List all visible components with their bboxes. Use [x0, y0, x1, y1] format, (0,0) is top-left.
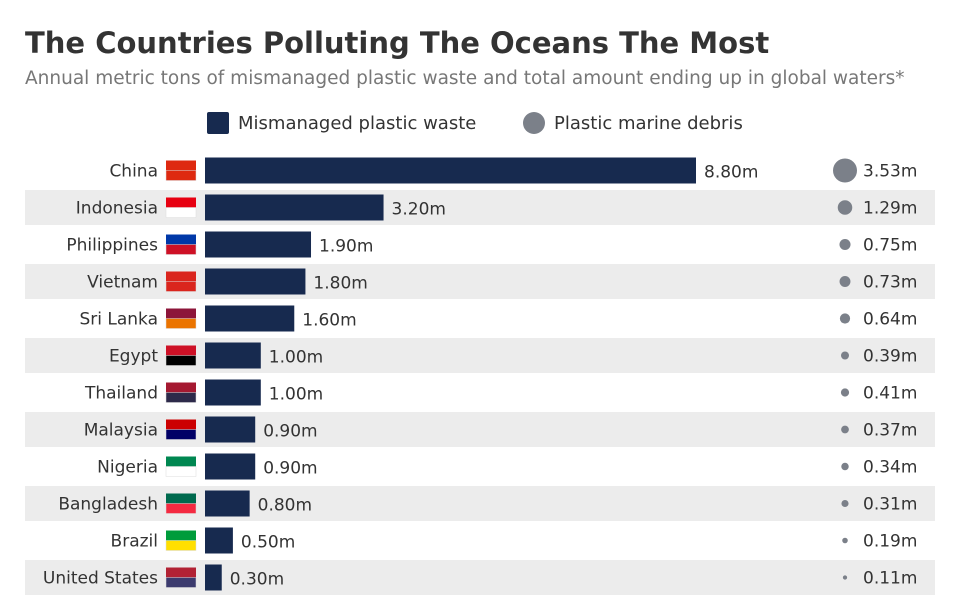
flag [165, 540, 197, 551]
bar-value-label: 0.30m [230, 570, 284, 590]
row-band [25, 338, 935, 373]
chart-subtitle: Annual metric tons of mismanaged plastic… [25, 68, 905, 89]
flag [166, 567, 196, 578]
bar-value-label: 0.90m [263, 459, 317, 479]
flag [166, 456, 196, 467]
flag [165, 170, 197, 181]
bar-value-label: 1.60m [302, 311, 356, 331]
category-label: Nigeria [97, 458, 158, 478]
debris-value-label: 3.53m [863, 162, 917, 182]
debris-value-label: 0.73m [863, 273, 917, 293]
category-label: Indonesia [76, 199, 158, 219]
bar-value-label: 1.80m [313, 274, 367, 294]
legend-marker [207, 112, 229, 134]
debris-dot [839, 276, 851, 287]
bar [205, 453, 256, 480]
debris-dot [842, 537, 848, 544]
debris-dot [839, 238, 851, 251]
category-label: Vietnam [87, 273, 158, 293]
flag [166, 271, 196, 282]
bar-value-label: 1.00m [269, 385, 323, 405]
flag [166, 345, 196, 356]
bar [205, 527, 233, 554]
category-label: China [109, 162, 158, 182]
bar [205, 564, 222, 591]
bar [205, 194, 384, 221]
bar-value-label: 0.90m [263, 422, 317, 442]
row-band [25, 412, 935, 447]
legend-label: Plastic marine debris [554, 113, 743, 134]
bar [205, 268, 306, 295]
flag [165, 429, 197, 440]
category-label: United States [43, 569, 158, 589]
bar [205, 416, 256, 443]
bar-value-label: 3.20m [392, 200, 446, 220]
debris-dot [833, 158, 857, 183]
row-band [25, 264, 935, 299]
debris-value-label: 0.34m [863, 458, 917, 478]
debris-value-label: 0.64m [863, 310, 917, 330]
bar [205, 157, 696, 184]
flag [166, 382, 196, 393]
bar-value-label: 0.50m [241, 533, 295, 553]
category-label: Sri Lanka [79, 310, 158, 330]
legend-label: Mismanaged plastic waste [238, 113, 476, 134]
flag [166, 160, 196, 171]
flag [166, 493, 196, 504]
flag [165, 355, 197, 366]
bar-value-label: 1.00m [269, 348, 323, 368]
flag [165, 503, 197, 514]
flag [165, 281, 197, 292]
bar [205, 490, 250, 517]
flag [166, 234, 196, 245]
category-label: Brazil [111, 532, 158, 552]
debris-dot [837, 200, 853, 215]
flag [165, 318, 197, 329]
category-label: Egypt [109, 347, 158, 367]
flag [165, 244, 197, 255]
debris-dot [841, 351, 849, 360]
flag [166, 197, 196, 208]
bar [205, 342, 261, 369]
debris-value-label: 0.37m [863, 421, 917, 441]
debris-value-label: 0.75m [863, 236, 917, 256]
debris-dot [839, 313, 851, 324]
bar [205, 379, 261, 406]
bar [205, 231, 312, 258]
row-band [25, 190, 935, 225]
row-band [25, 560, 935, 595]
bar-value-label: 0.80m [258, 496, 312, 516]
flag [165, 577, 197, 588]
flag [165, 392, 197, 403]
debris-dot [842, 575, 848, 580]
flag [165, 466, 197, 477]
debris-dot [841, 462, 849, 471]
flag [165, 207, 197, 218]
debris-dot [841, 425, 849, 434]
bar [205, 305, 295, 332]
debris-value-label: 0.31m [863, 495, 917, 515]
debris-dot [840, 388, 850, 397]
bar-value-label: 8.80m [704, 163, 758, 183]
bar-value-label: 1.90m [319, 237, 373, 257]
category-label: Malaysia [84, 421, 158, 441]
debris-value-label: 0.39m [863, 347, 917, 367]
debris-value-label: 0.19m [863, 532, 917, 552]
flag [166, 419, 196, 430]
row-band [25, 486, 935, 521]
debris-value-label: 0.41m [863, 384, 917, 404]
category-label: Bangladesh [58, 495, 158, 515]
debris-value-label: 0.11m [863, 569, 917, 589]
flag [166, 530, 196, 541]
flag [166, 308, 196, 319]
debris-dot [841, 499, 849, 508]
debris-value-label: 1.29m [863, 199, 917, 219]
chart-title: The Countries Polluting The Oceans The M… [25, 26, 769, 60]
category-label: Thailand [84, 384, 158, 404]
category-label: Philippines [66, 236, 158, 256]
legend-marker [523, 112, 545, 134]
